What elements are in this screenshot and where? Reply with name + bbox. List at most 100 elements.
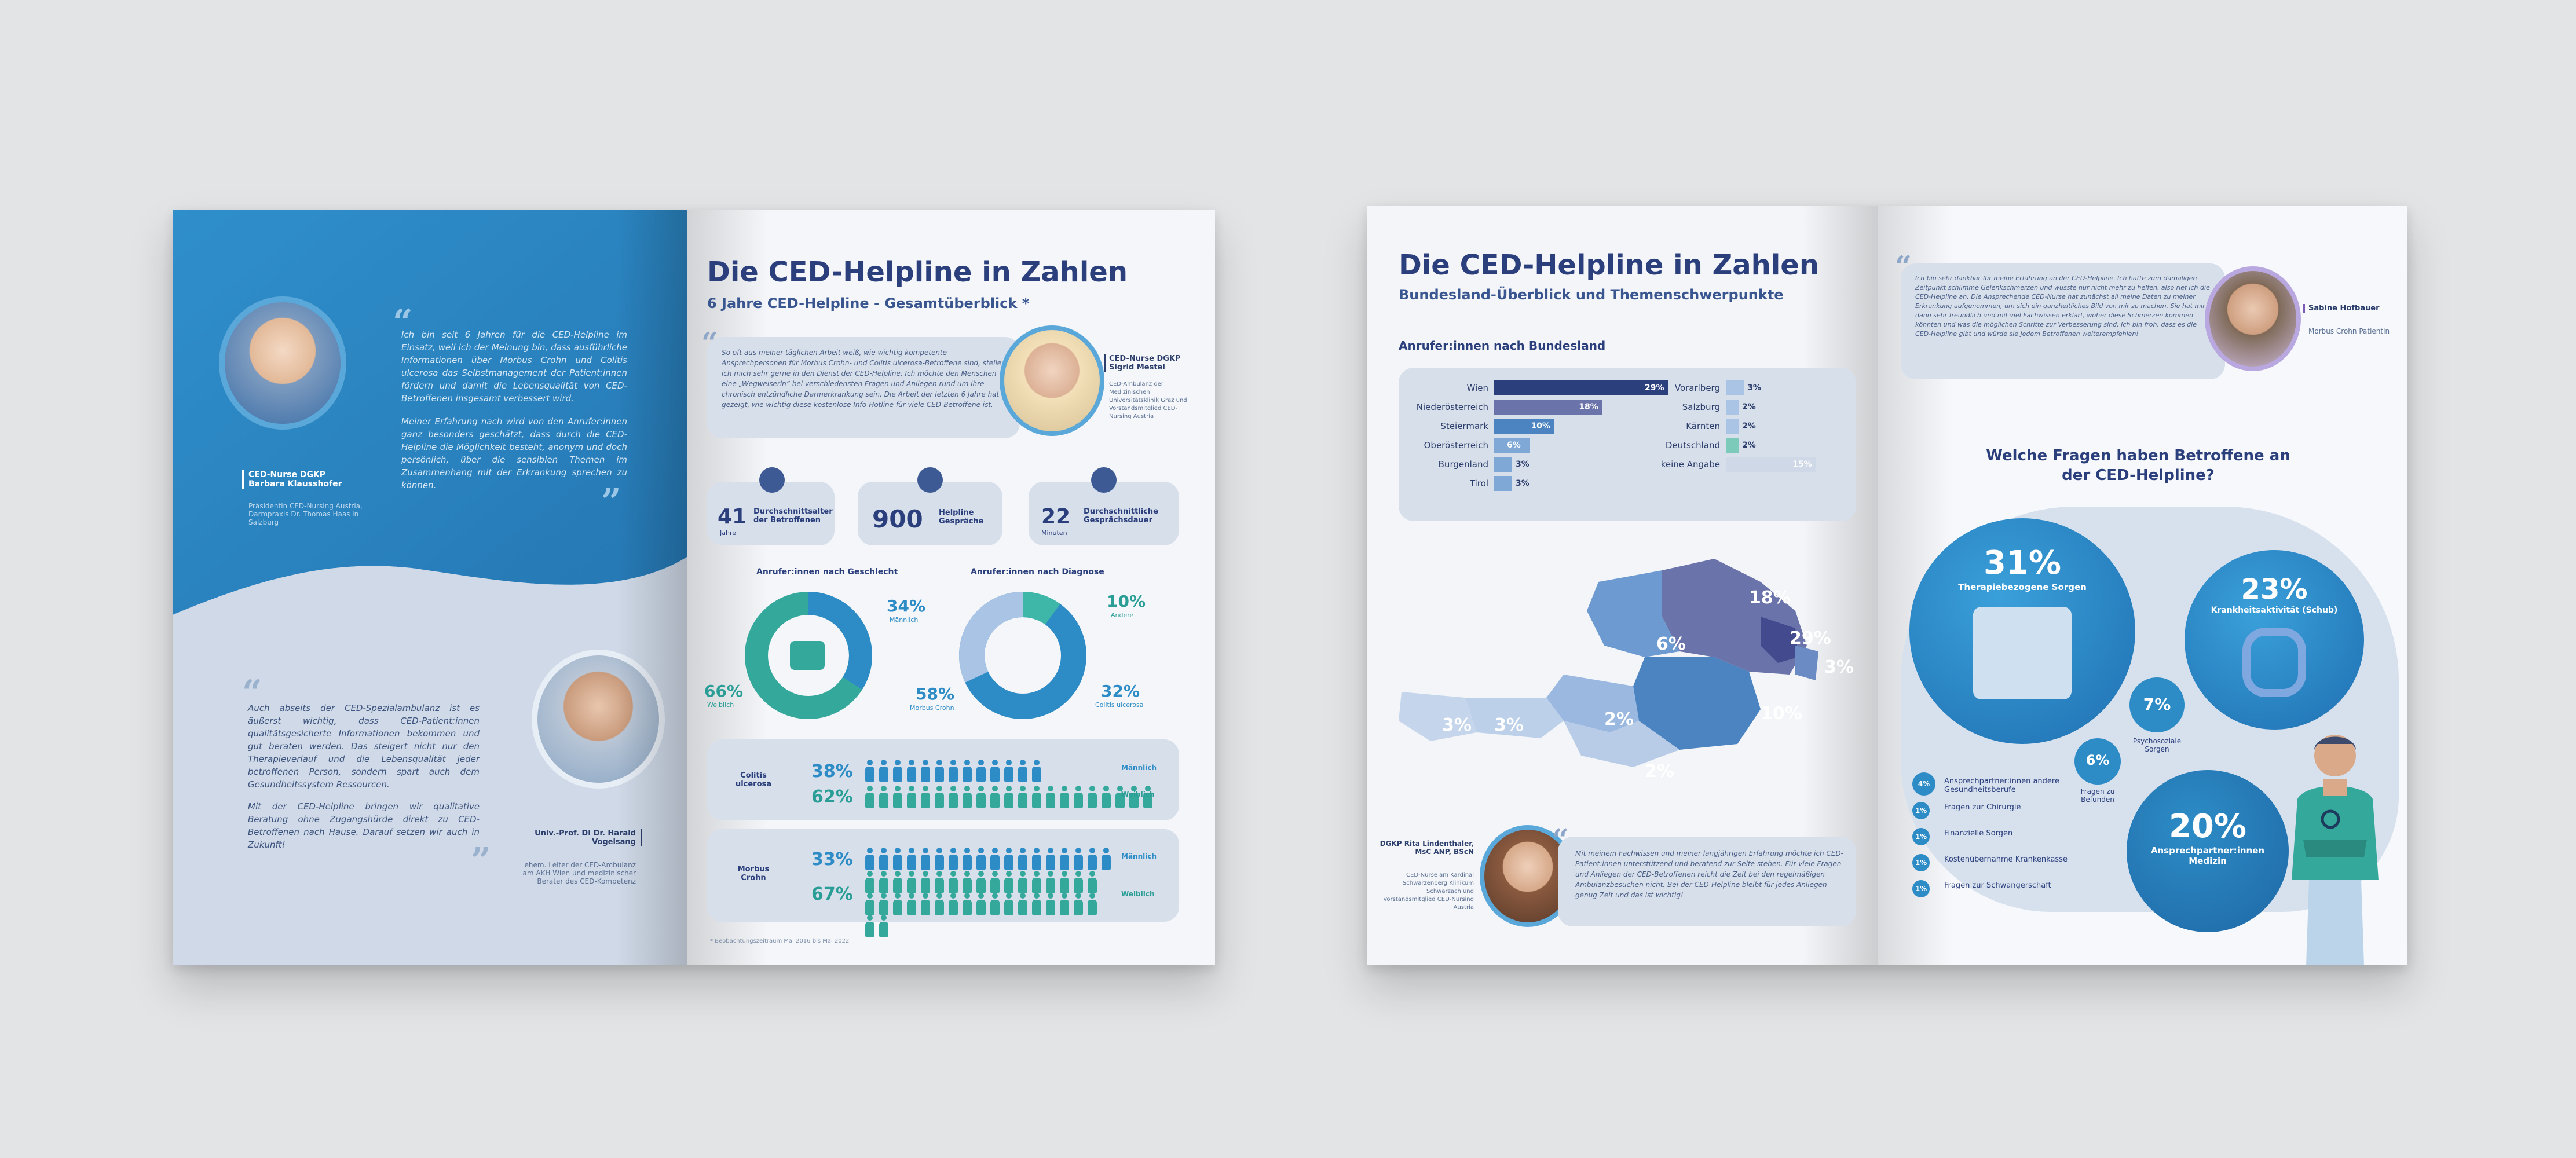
- brochure-spread-1: “ Ich bin seit 6 Jahren für die CED-Help…: [173, 210, 1215, 965]
- diagnosis-crohn-label: Morbus Crohn: [910, 704, 954, 712]
- map-region-label: 2%: [1604, 709, 1634, 730]
- sabine-role: Morbus Crohn Patientin: [2308, 327, 2390, 335]
- map-region-label: 3%: [1494, 715, 1524, 735]
- bubble-findings: 6%: [2074, 738, 2121, 785]
- small-topic-label: Fragen zur Schwangerschaft: [1944, 881, 2051, 890]
- page-title-2: Die CED-Helpline in Zahlen: [1399, 249, 1819, 281]
- colitis-row-label: Colitis ulcerosa: [735, 771, 772, 789]
- bubble-psychosocial-pct: 7%: [2143, 695, 2171, 714]
- bar-label: Burgenland: [1438, 459, 1488, 470]
- small-topic-label: Finanzielle Sorgen: [1944, 829, 2013, 838]
- bubble-findings-label: Fragen zu Befunden: [2080, 787, 2115, 804]
- small-topic-label: Kostenübernahme Krankenkasse: [1944, 855, 2068, 864]
- colitis-gender-card: Colitis ulcerosa 38% 62% Männlich Weibli…: [707, 739, 1179, 820]
- quote-mark-icon-4: “: [1552, 822, 1569, 856]
- bar-label: Wien: [1466, 383, 1488, 393]
- quote2-name: Univ.-Prof. DI Dr. Harald Vogelsang: [532, 829, 642, 846]
- nurse-illustration: [2292, 735, 2379, 965]
- map-region-label: 6%: [1656, 634, 1686, 654]
- stat-card-calls: 900 Helpline Gespräche: [858, 467, 1002, 545]
- stat-value-duration: 22: [1041, 505, 1071, 529]
- map-region-label: 3%: [1442, 715, 1472, 735]
- diagnosis-other-label: Andere: [1111, 611, 1134, 619]
- bar: [1726, 380, 1744, 395]
- gender-donut-chart: [745, 592, 872, 719]
- stat-value-calls: 900: [872, 505, 923, 533]
- stat-label-duration: Durchschnittliche Gesprächsdauer: [1084, 507, 1158, 525]
- quote2-text2: Mit der CED-Helpline bringen wir qualita…: [248, 801, 480, 850]
- bar-value: 3%: [1747, 383, 1761, 393]
- gender-female-label: Weiblich: [707, 701, 734, 709]
- colitis-male-label: Männlich: [1121, 764, 1157, 772]
- stat-unit-duration: Minuten: [1041, 529, 1067, 537]
- crohn-male-pct: 33%: [811, 849, 853, 870]
- map-region-label: 3%: [1824, 657, 1854, 677]
- colitis-female-label: Weiblich: [1121, 790, 1155, 798]
- small-topic-label: Fragen zur Chirurgie: [1944, 803, 2021, 812]
- gender-male-label: Männlich: [890, 616, 919, 624]
- crohn-row-label: Morbus Crohn: [737, 865, 770, 882]
- bundesland-section-title: Anrufer:innen nach Bundesland: [1399, 339, 1606, 353]
- quote-mark-icon-2: “: [242, 673, 262, 713]
- small-topic-pct: 1%: [1912, 828, 1930, 845]
- page-fold-shadow: [617, 210, 687, 965]
- small-topic-pct: 1%: [1912, 854, 1930, 871]
- page-title: Die CED-Helpline in Zahlen: [707, 256, 1128, 288]
- page-subtitle: 6 Jahre CED-Helpline - Gesamtüberblick *: [707, 295, 1030, 312]
- spread1-left-page: “ Ich bin seit 6 Jahren für die CED-Help…: [173, 210, 687, 965]
- bar: [1494, 400, 1602, 415]
- map-region-label: 10%: [1761, 703, 1802, 724]
- bar-label: Niederösterreich: [1416, 402, 1488, 412]
- person-icon: [759, 467, 785, 493]
- bubble-psychosocial-label: Psychosoziale Sorgen: [2132, 737, 2182, 753]
- bubble-activity: 23% Krankheitsaktivität (Schub): [2185, 550, 2364, 730]
- crohn-female-icons: [863, 871, 1113, 937]
- bubble-medicine-pct: 20%: [2168, 808, 2247, 845]
- question-heading: Welche Fragen haben Betroffene an der CE…: [1986, 447, 2290, 484]
- gender-icons: [790, 641, 825, 670]
- quote1-name: CED-Nurse DGKP Barbara Klausshofer: [242, 470, 364, 489]
- footnote: * Beobachtungszeitraum Mai 2016 bis Mai …: [710, 938, 850, 944]
- quote1-text2: Meiner Erfahrung nach wird von den Anruf…: [401, 416, 627, 490]
- crohn-gender-card: Morbus Crohn 33% 67% Männlich Weiblich: [707, 829, 1179, 937]
- bar-value: 15%: [1792, 460, 1812, 469]
- medication-icon: [1973, 607, 2072, 699]
- bubble-therapy-pct: 31%: [1983, 544, 2062, 582]
- crohn-male-icons: [863, 848, 1114, 872]
- sabine-quote-text: Ich bin sehr dankbar für meine Erfahrung…: [1915, 274, 2210, 338]
- diagnosis-other-pct: 10%: [1107, 592, 1146, 611]
- stat-value-age: 41: [718, 505, 747, 529]
- spread2-right-page: “ Ich bin sehr dankbar für meine Erfahru…: [1878, 206, 2407, 965]
- bar-value: 3%: [1516, 479, 1529, 488]
- colitis-male-pct: 38%: [811, 761, 853, 782]
- quote-close-icon-2: ”: [471, 841, 491, 881]
- small-topic-pct: 1%: [1912, 880, 1930, 897]
- bar: [1726, 438, 1739, 453]
- bar-value: 2%: [1742, 441, 1756, 450]
- bar-label: Salzburg: [1682, 402, 1720, 412]
- stat-card-age: 41 Jahre Durchschnittsalter der Betroffe…: [707, 467, 835, 545]
- bar-value: 2%: [1742, 402, 1756, 412]
- bar-label: keine Angabe: [1660, 459, 1720, 470]
- phone-icon: [917, 467, 943, 493]
- sabine-quote-card: “ Ich bin sehr dankbar für meine Erfahru…: [1895, 249, 2225, 379]
- bar-value: 2%: [1742, 422, 1756, 431]
- map-region-label: 18%: [1749, 588, 1791, 608]
- bar-label: Kärnten: [1686, 421, 1720, 431]
- bubble-activity-pct: 23%: [2241, 573, 2308, 606]
- bar: [1494, 419, 1554, 434]
- austria-map: [1399, 559, 1818, 767]
- stat-unit-age: Jahre: [720, 529, 737, 537]
- bar-label: Oberösterreich: [1424, 440, 1488, 450]
- portrait-photo-professor: [532, 650, 665, 789]
- stat-label-calls: Helpline Gespräche: [939, 508, 984, 526]
- bar-value: 18%: [1579, 402, 1598, 412]
- bar: [1494, 438, 1531, 453]
- bar-value: 3%: [1516, 460, 1529, 469]
- diagnosis-chart-title: Anrufer:innen nach Diagnose: [971, 567, 1104, 577]
- rita-quote-text: Mit meinem Fachwissen und meiner langjäh…: [1575, 849, 1843, 899]
- brochure-spread-2: Die CED-Helpline in Zahlen Bundesland-Üb…: [1367, 206, 2407, 965]
- quote2-role: ehem. Leiter der CED-Ambulanz am AKH Wie…: [522, 861, 636, 885]
- spread1-right-page: Die CED-Helpline in Zahlen 6 Jahre CED-H…: [687, 210, 1215, 965]
- gender-male-pct: 34%: [887, 596, 926, 615]
